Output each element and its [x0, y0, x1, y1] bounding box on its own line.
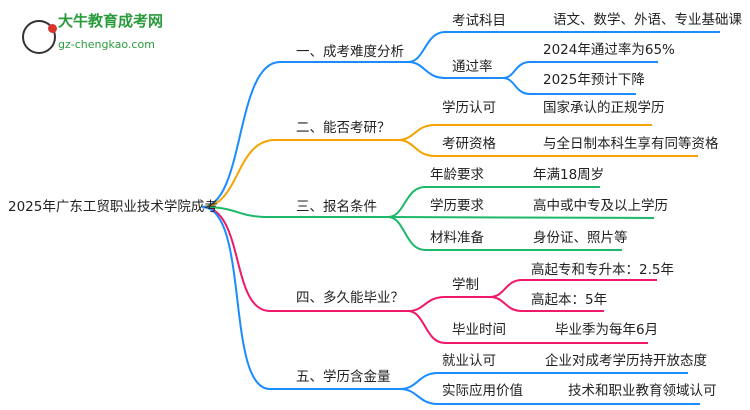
node-value: 2024年通过率为65% [543, 42, 675, 58]
branch-3-label: 三、报名条件 [296, 199, 377, 215]
branch-2-lines [201, 124, 698, 208]
node-value: 高起专和专升本：2.5年 [531, 262, 674, 278]
node-value: 企业对成考学历持开放态度 [545, 353, 707, 369]
node-value: 毕业季为每年6月 [555, 322, 659, 338]
node-value: 2025年预计下降 [543, 72, 645, 88]
node-label: 年龄要求 [430, 167, 484, 183]
node-label: 考试科目 [452, 13, 506, 29]
node-label: 学历认可 [442, 100, 496, 116]
logo-name: 大牛教育成考网 [58, 12, 164, 30]
branch-4-lines [201, 206, 657, 344]
node-label: 通过率 [452, 59, 493, 75]
node-value: 高起本：5年 [531, 292, 608, 308]
node-label: 学制 [452, 277, 479, 293]
branch-5-lines [201, 206, 700, 405]
node-value: 国家承认的正规学历 [543, 100, 665, 116]
node-value: 年满18周岁 [533, 167, 605, 183]
node-value: 技术和职业教育领域认可 [568, 383, 717, 399]
node-label: 实际应用价值 [442, 383, 523, 399]
logo-url: gz-chengkao.com [58, 38, 155, 51]
node-value: 与全日制本科生享有同等资格 [543, 136, 719, 152]
node-label: 考研资格 [442, 136, 496, 152]
node-label: 毕业时间 [452, 322, 506, 338]
branch-4-label: 四、多久能毕业？ [296, 290, 404, 306]
node-label: 学历要求 [430, 198, 484, 214]
branch-1-label: 一、成考难度分析 [296, 44, 404, 60]
node-label: 材料准备 [430, 230, 484, 246]
node-label: 就业认可 [442, 353, 496, 369]
logo-mark-icon [22, 20, 57, 54]
branch-3-lines [201, 186, 655, 251]
node-value: 语文、数学、外语、专业基础课 [553, 12, 742, 28]
logo: 大牛教育成考网 gz-chengkao.com [18, 12, 168, 58]
root-topic: 2025年广东工贸职业技术学院成考 [8, 199, 218, 215]
branch-5-label: 五、学历含金量 [296, 369, 391, 385]
branch-1-lines [201, 31, 720, 208]
node-value: 高中或中专及以上学历 [533, 198, 668, 214]
node-value: 身份证、照片等 [533, 230, 628, 246]
branch-2-label: 二、能否考研？ [296, 120, 391, 136]
